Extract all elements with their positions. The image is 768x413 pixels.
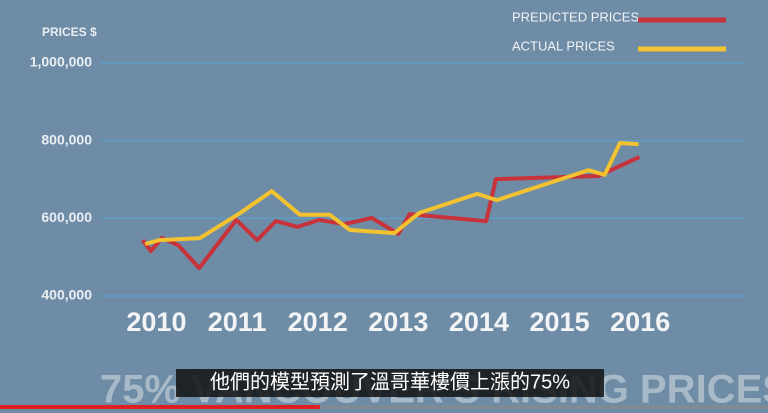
x-tick-label: 2016 (610, 307, 670, 337)
y-axis-label: PRICES $ (42, 25, 97, 39)
price-line (144, 141, 639, 246)
x-tick-label: 2010 (126, 307, 186, 337)
x-tick-label: 2015 (530, 307, 590, 337)
price-line (141, 155, 641, 270)
subtitle: 他們的模型預測了溫哥華樓價上漲的75% (210, 370, 570, 393)
legend-label: ACTUAL PRICES (512, 38, 615, 53)
y-tick-label: 1,000,000 (30, 54, 92, 70)
x-tick-label: 2012 (288, 307, 348, 337)
y-tick-label: 800,000 (41, 131, 92, 147)
progress-track (0, 405, 768, 409)
legend-label: PREDICTED PRICES (512, 9, 639, 24)
y-tick-label: 400,000 (41, 287, 92, 303)
x-tick-label: 2011 (208, 307, 267, 337)
x-tick-label: 2013 (368, 307, 428, 337)
y-tick-label: 600,000 (41, 209, 92, 225)
subtitle-box (176, 369, 604, 397)
x-tick-label: 2014 (449, 307, 509, 337)
progress-bar (0, 405, 320, 409)
